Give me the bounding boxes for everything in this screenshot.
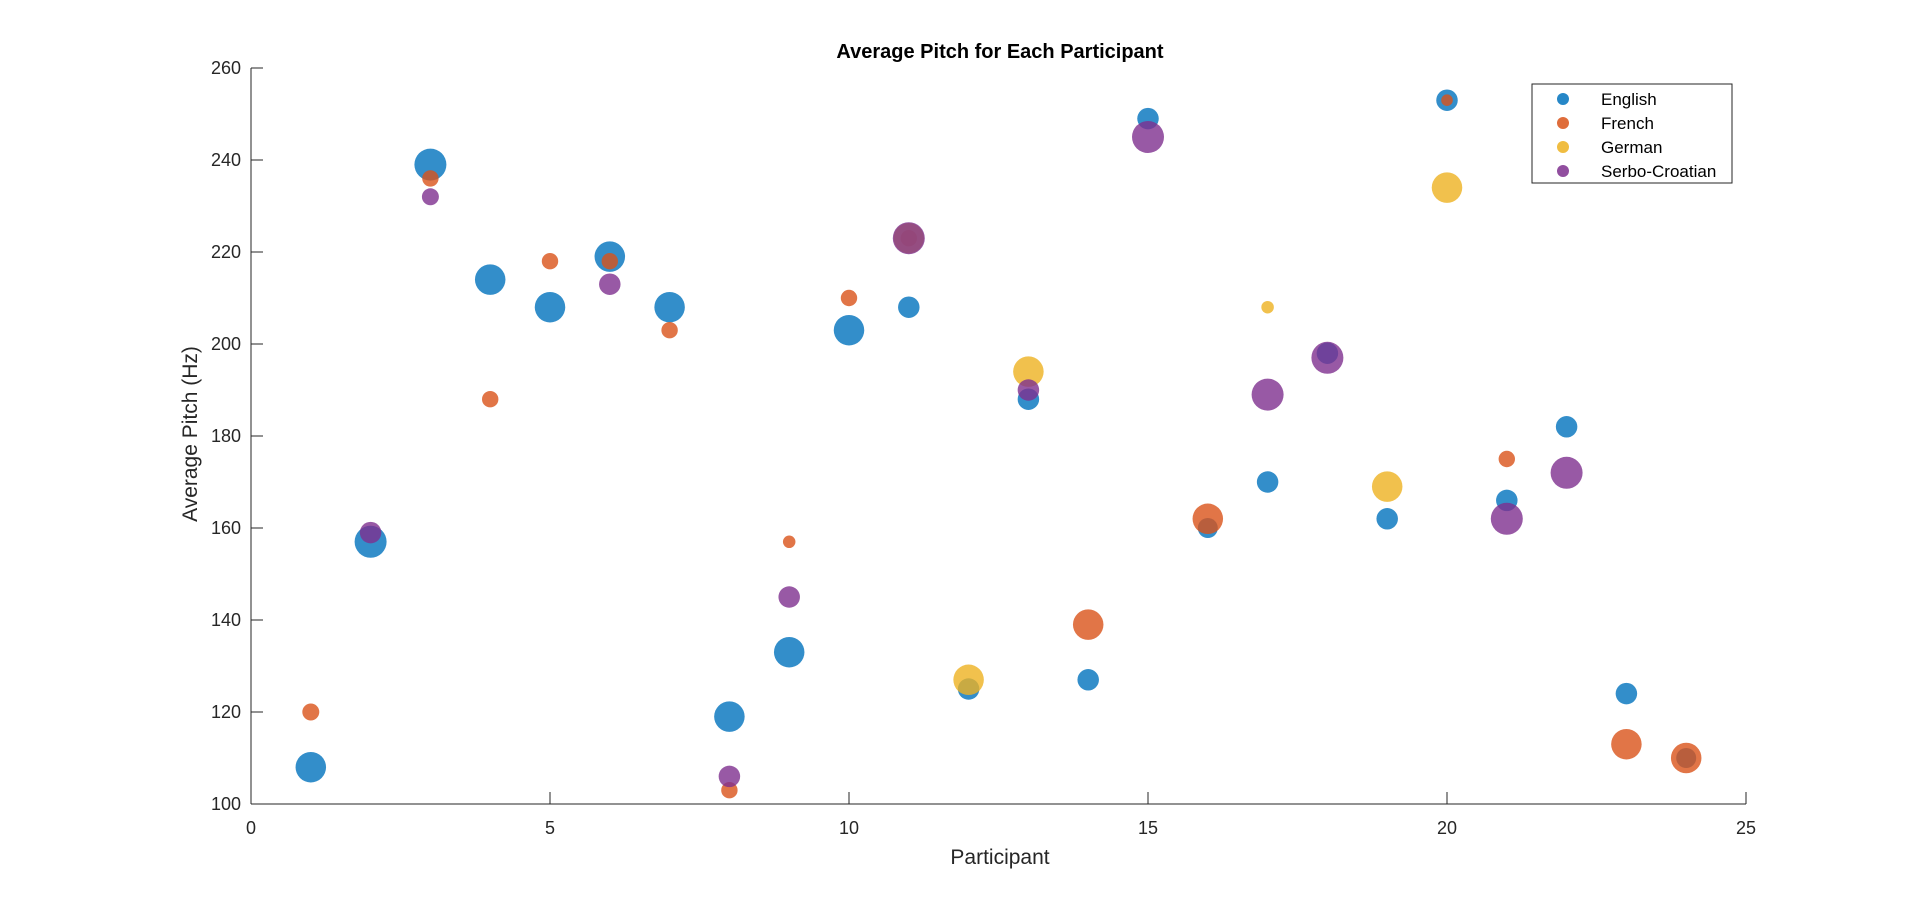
x-tick-label: 25 bbox=[1736, 818, 1756, 838]
x-tick-label: 10 bbox=[839, 818, 859, 838]
chart-title: Average Pitch for Each Participant bbox=[836, 41, 1163, 63]
data-point bbox=[1251, 378, 1284, 411]
y-tick-label: 120 bbox=[211, 702, 241, 722]
data-point bbox=[1441, 94, 1453, 106]
data-point bbox=[1017, 379, 1040, 401]
data-point bbox=[1072, 609, 1104, 640]
data-point bbox=[714, 701, 745, 732]
y-ticks: 100 120 140 160 180 200 220 240 260 bbox=[211, 58, 263, 814]
x-tick-label: 0 bbox=[246, 818, 256, 838]
data-point bbox=[1550, 456, 1583, 489]
data-point bbox=[1431, 172, 1463, 203]
axes: 0 5 10 15 20 25 100 120 140 160 180 200 220 240 260 bbox=[211, 58, 1756, 838]
y-tick-label: 160 bbox=[211, 518, 241, 538]
legend-label: Serbo-Croatian bbox=[1601, 162, 1716, 181]
data-point bbox=[1077, 669, 1099, 691]
x-tick-label: 15 bbox=[1138, 818, 1158, 838]
data-point bbox=[1371, 471, 1403, 502]
legend-label: German bbox=[1601, 138, 1662, 157]
legend-marker bbox=[1557, 141, 1569, 153]
y-tick-label: 200 bbox=[211, 334, 241, 354]
data-point bbox=[1376, 508, 1398, 530]
series-french bbox=[302, 94, 1702, 799]
y-tick-label: 240 bbox=[211, 150, 241, 170]
data-point bbox=[421, 188, 439, 206]
x-tick-label: 5 bbox=[545, 818, 555, 838]
legend: English French German Serbo-Croatian bbox=[1531, 83, 1733, 184]
y-tick-label: 140 bbox=[211, 610, 241, 630]
x-tick-label: 20 bbox=[1437, 818, 1457, 838]
data-point bbox=[898, 296, 920, 318]
data-point bbox=[1670, 742, 1702, 774]
data-point bbox=[953, 664, 984, 696]
data-point bbox=[601, 253, 618, 270]
x-ticks: 0 5 10 15 20 25 bbox=[246, 792, 1756, 838]
data-point bbox=[474, 264, 506, 295]
data-point bbox=[833, 314, 865, 346]
data-point bbox=[1498, 450, 1516, 468]
series-serbo-croatian bbox=[359, 121, 1583, 788]
legend-label: English bbox=[1601, 90, 1657, 109]
data-point bbox=[414, 148, 447, 181]
data-point bbox=[1490, 502, 1523, 535]
data-point bbox=[422, 170, 439, 187]
data-point bbox=[482, 391, 499, 408]
y-tick-label: 100 bbox=[211, 794, 241, 814]
data-point bbox=[892, 222, 925, 255]
legend-marker bbox=[1557, 117, 1569, 129]
y-tick-label: 220 bbox=[211, 242, 241, 262]
data-point bbox=[295, 751, 327, 783]
y-tick-label: 260 bbox=[211, 58, 241, 78]
legend-label: French bbox=[1601, 114, 1654, 133]
legend-marker bbox=[1557, 93, 1569, 105]
data-point bbox=[534, 291, 566, 323]
y-tick-label: 180 bbox=[211, 426, 241, 446]
legend-marker bbox=[1557, 165, 1569, 177]
data-points bbox=[295, 89, 1702, 799]
data-point bbox=[1615, 682, 1638, 705]
data-point bbox=[773, 636, 805, 668]
data-point bbox=[541, 253, 559, 270]
data-point bbox=[778, 586, 800, 608]
data-point bbox=[654, 291, 685, 323]
y-axis-label: Average Pitch (Hz) bbox=[179, 346, 202, 522]
data-point bbox=[599, 273, 621, 295]
data-point bbox=[840, 289, 858, 307]
data-point bbox=[661, 322, 678, 339]
data-point bbox=[1013, 356, 1044, 387]
data-point bbox=[1256, 471, 1279, 493]
data-point bbox=[1192, 503, 1224, 535]
data-point bbox=[1611, 728, 1642, 760]
data-point bbox=[302, 703, 320, 721]
x-axis-label: Participant bbox=[950, 846, 1049, 869]
data-point bbox=[1132, 121, 1164, 153]
data-point bbox=[1261, 300, 1274, 314]
data-point bbox=[782, 535, 796, 549]
data-point bbox=[1311, 341, 1344, 374]
data-point bbox=[1555, 416, 1578, 438]
data-point bbox=[718, 765, 741, 788]
data-point bbox=[359, 521, 382, 544]
